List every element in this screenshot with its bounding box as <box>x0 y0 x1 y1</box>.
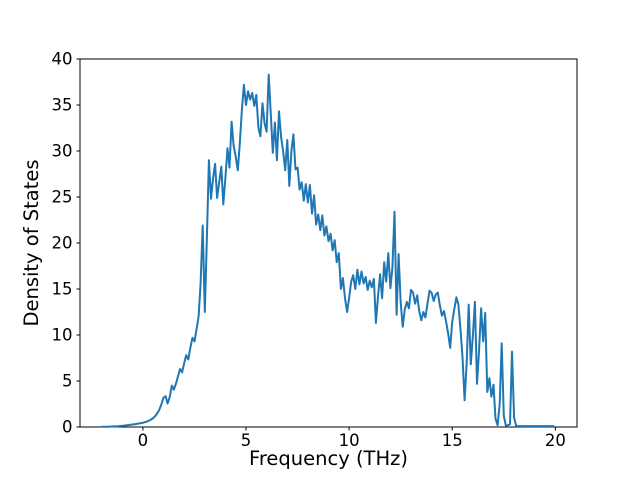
y-axis-label: Density of States <box>20 159 43 326</box>
y-tick-label: 20 <box>52 234 73 253</box>
y-tick-label: 0 <box>62 418 73 437</box>
x-tick-label: 0 <box>138 431 149 450</box>
y-tick-label: 25 <box>52 188 73 207</box>
axis-ticks <box>76 58 556 431</box>
y-tick-label: 15 <box>52 280 73 299</box>
axis-tick-labels: 0 5 10 15 20 0 5 10 15 20 25 30 35 40 <box>52 50 566 451</box>
y-tick-label: 30 <box>52 142 73 161</box>
x-tick-label: 10 <box>339 431 360 450</box>
x-tick-label: 20 <box>545 431 566 450</box>
x-tick-label: 15 <box>442 431 463 450</box>
y-tick-label: 5 <box>62 372 73 391</box>
y-tick-label: 35 <box>52 96 73 115</box>
x-axis-label: Frequency (THz) <box>249 447 408 470</box>
dos-curve <box>100 73 555 428</box>
y-tick-label: 40 <box>52 50 73 69</box>
y-tick-label: 10 <box>52 326 73 345</box>
plot-frame <box>79 58 578 428</box>
x-tick-label: 5 <box>241 431 252 450</box>
